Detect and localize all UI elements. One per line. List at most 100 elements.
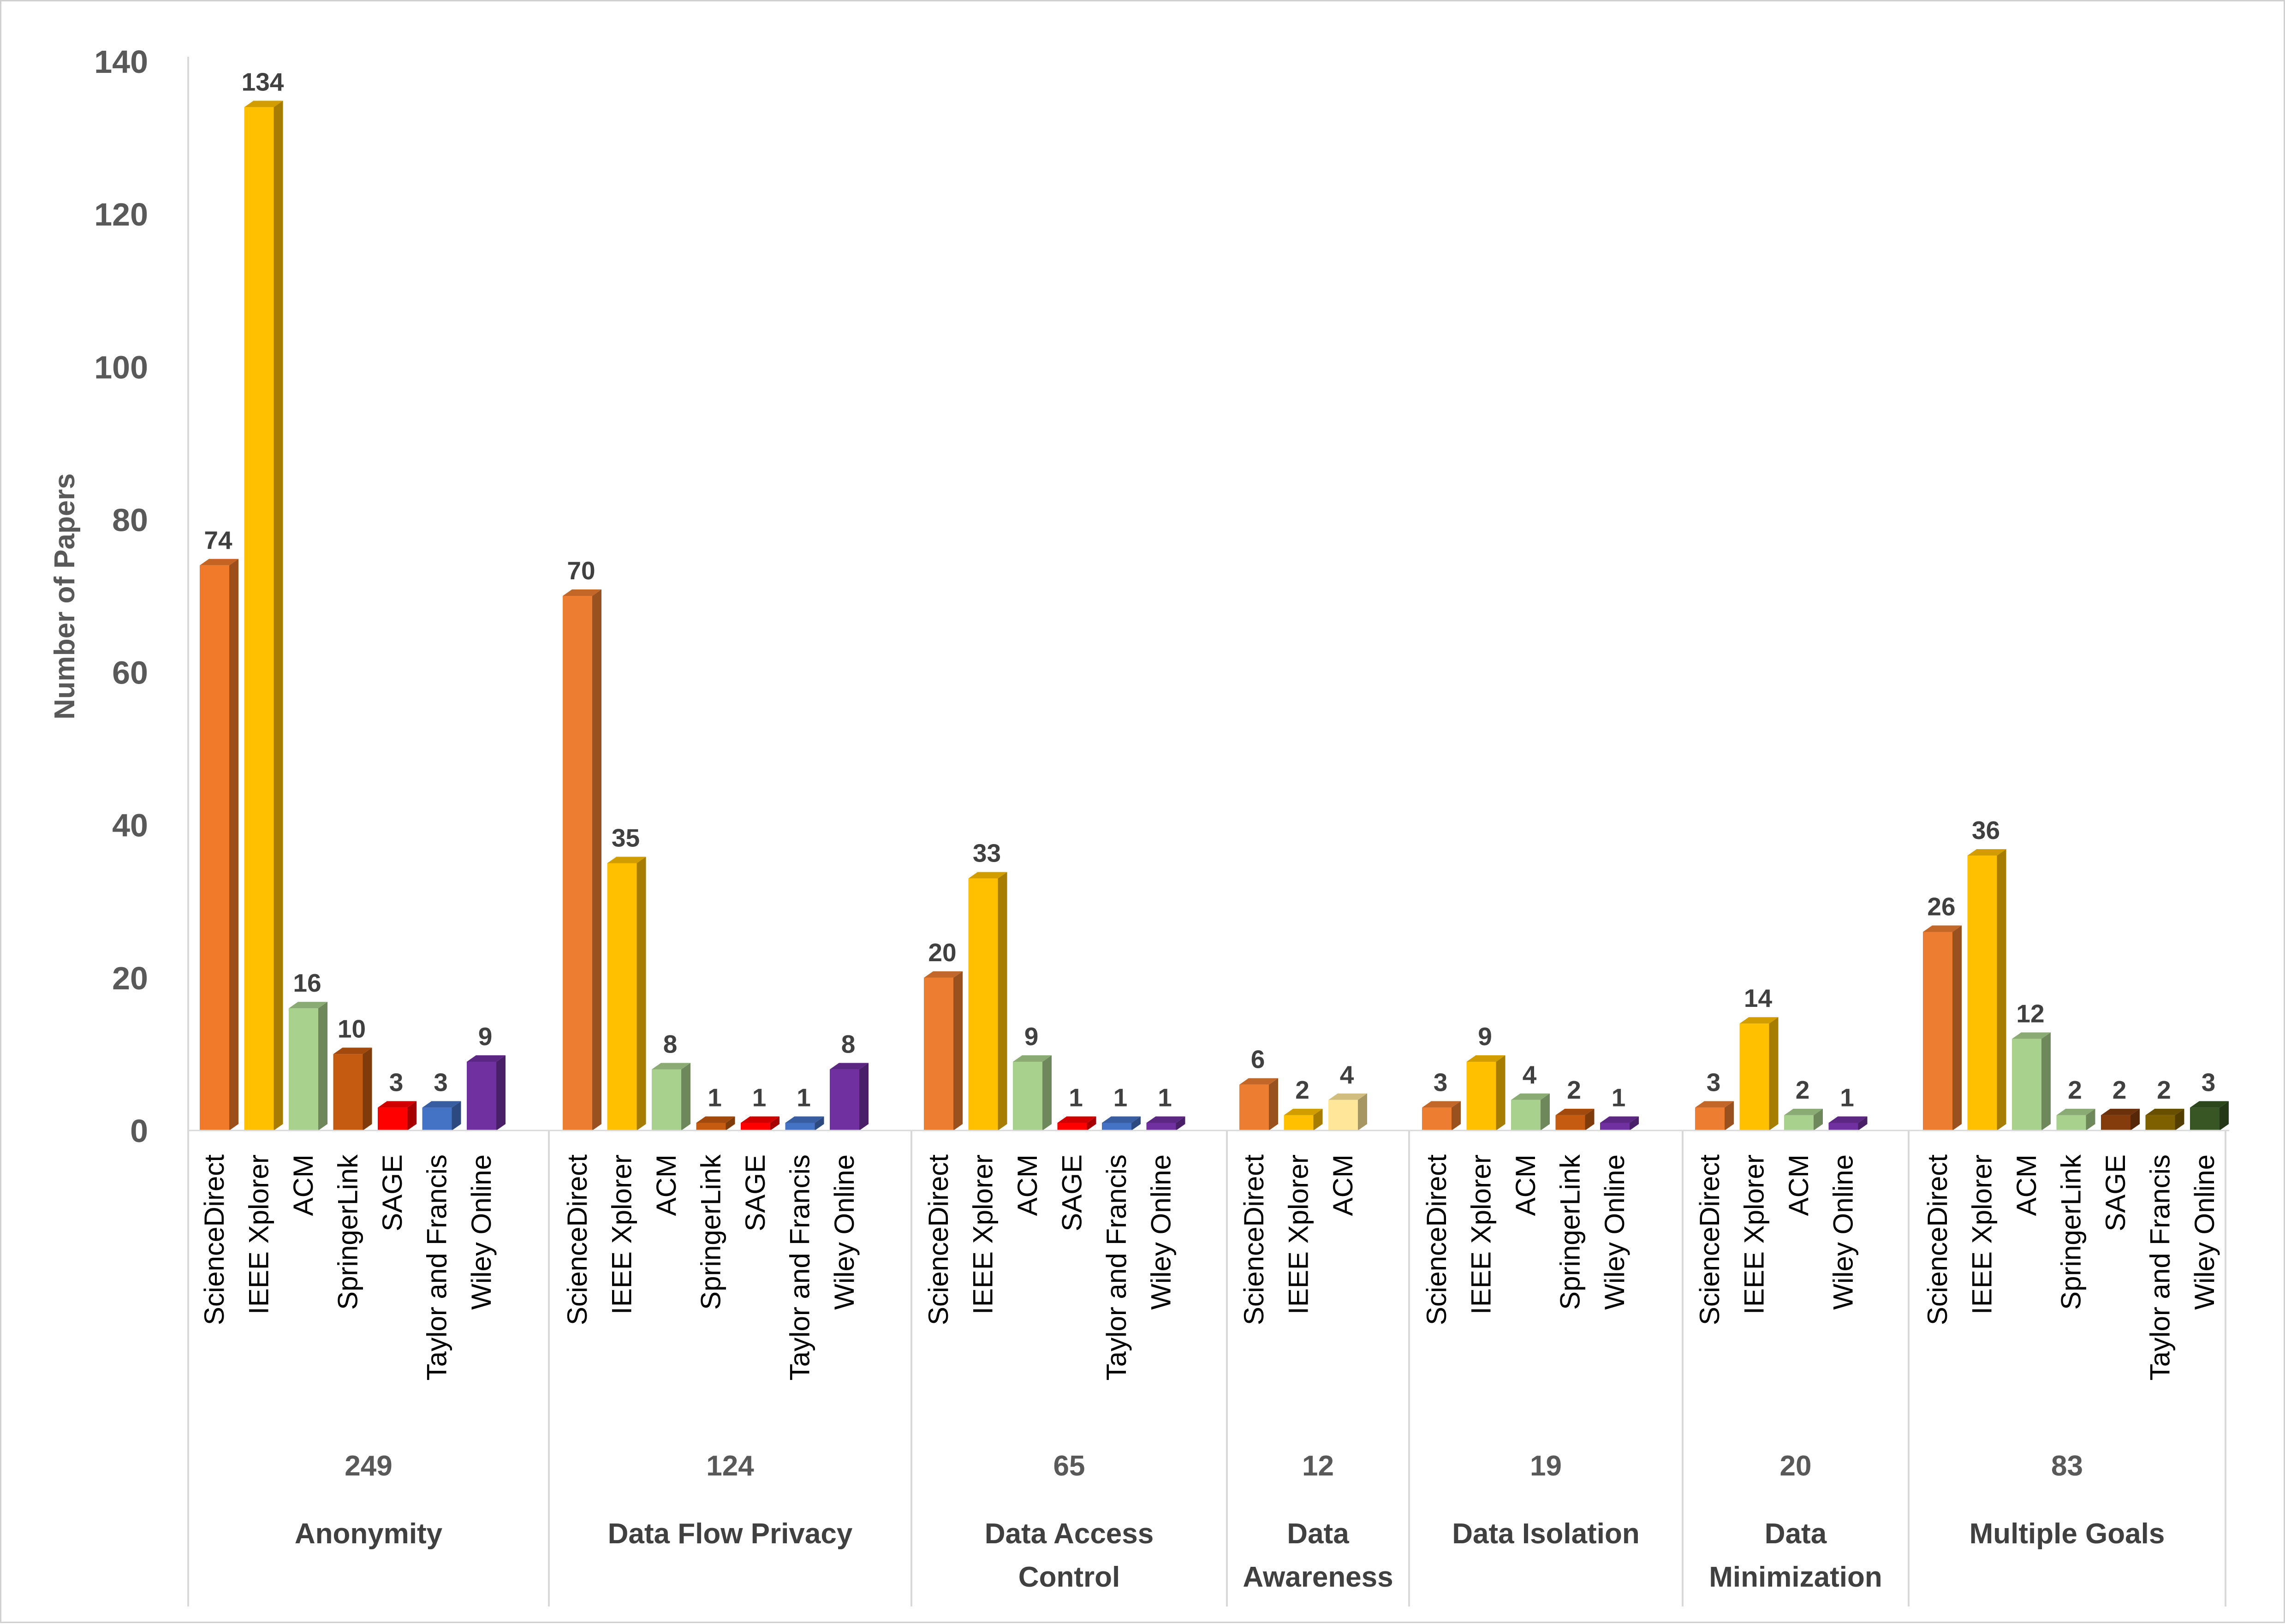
bar-data-access-control-ieee-xplorer: 33 (968, 839, 1007, 1130)
bar-front (467, 1061, 496, 1130)
data-label: 2 (2157, 1076, 2171, 1104)
bar-top (378, 1101, 417, 1108)
data-label: 3 (389, 1068, 404, 1096)
category-label: ACM (1510, 1154, 1541, 1216)
data-label: 4 (1523, 1060, 1537, 1089)
group-name-line: Minimization (1709, 1561, 1882, 1593)
bar-front (1013, 1061, 1042, 1130)
bar-front (2101, 1115, 2130, 1130)
category-label: IEEE Xplorer (607, 1154, 637, 1315)
bar-top (2101, 1108, 2140, 1115)
group-name-line: Data Isolation (1452, 1518, 1640, 1550)
bar-multiple-goals-sciencedirect: 26 (1923, 892, 1962, 1130)
bar-data-flow-privacy-sciencedirect: 70 (563, 556, 601, 1130)
group-name-line: Anonymity (295, 1518, 443, 1550)
bar-side (2220, 1101, 2229, 1130)
bar-side (2041, 1032, 2051, 1130)
bar-data-access-control-acm: 9 (1013, 1022, 1052, 1130)
group-total-data-awareness: 12 (1302, 1450, 1334, 1482)
bar-front (422, 1107, 452, 1130)
bar-side (496, 1055, 506, 1130)
group-name-line: Data (1287, 1518, 1349, 1550)
bar-side (1176, 1116, 1185, 1130)
data-label: 1 (1158, 1083, 1172, 1112)
category-label: ACM (1012, 1154, 1043, 1216)
bar-top (741, 1116, 780, 1123)
group-name-data-awareness: Data Awareness (1243, 1518, 1393, 1593)
data-label: 1 (1840, 1083, 1854, 1112)
bar-top (607, 857, 646, 863)
bar-front (563, 596, 592, 1130)
bar-top (785, 1116, 824, 1123)
bar-data-awareness-acm: 4 (1328, 1060, 1367, 1130)
bar-top (333, 1047, 372, 1054)
bar-front (1695, 1107, 1725, 1130)
bar-front (1328, 1100, 1358, 1130)
bar-side (229, 559, 238, 1130)
bar-side (2086, 1108, 2095, 1130)
bar-data-flow-privacy-springerlink: 1 (696, 1083, 735, 1130)
y-tick-label: 20 (112, 960, 148, 996)
bar-front (2056, 1115, 2086, 1130)
data-label: 2 (2068, 1076, 2082, 1104)
bar-side (859, 1063, 869, 1130)
bar-data-isolation-wiley-online: 1 (1600, 1083, 1639, 1130)
y-tick-label: 40 (112, 808, 148, 844)
data-label: 1 (1612, 1083, 1626, 1112)
bar-group-data-awareness: 6 2 4 (1239, 1045, 1367, 1130)
bar-front (1239, 1084, 1269, 1130)
bar-side (998, 872, 1007, 1130)
bar-front (2145, 1115, 2175, 1130)
data-label: 3 (1434, 1068, 1448, 1096)
data-label: 9 (1024, 1022, 1039, 1051)
data-label: 10 (338, 1014, 366, 1043)
bar-side (318, 1002, 327, 1130)
bar-data-minimization-acm: 2 (1784, 1076, 1823, 1130)
bar-side (1042, 1055, 1052, 1130)
category-label: ScienceDirect (199, 1154, 230, 1325)
bar-multiple-goals-ieee-xplorer: 36 (1967, 816, 2006, 1130)
category-label: Wiley Online (1599, 1154, 1630, 1310)
category-label: ScienceDirect (562, 1154, 593, 1325)
y-axis: 0 20 40 60 80 100 120 140 Number of Papers (49, 44, 189, 1606)
bar-multiple-goals-wiley-online: 3 (2190, 1068, 2229, 1130)
bar-top (1284, 1108, 1323, 1115)
bar-side (1087, 1116, 1096, 1130)
bar-front (968, 878, 998, 1130)
bar-top (1422, 1101, 1461, 1108)
bar-data-flow-privacy-taylor-and-francis: 1 (785, 1083, 824, 1130)
bar-multiple-goals-sage: 2 (2101, 1076, 2140, 1130)
bar-side (1313, 1108, 1323, 1130)
y-tick-label: 0 (130, 1113, 148, 1149)
bar-front (244, 107, 274, 1131)
y-tick-label: 80 (112, 502, 148, 538)
category-label: ACM (1327, 1154, 1358, 1216)
bar-top (1328, 1093, 1367, 1100)
bar-anonymity-sage: 3 (378, 1068, 417, 1130)
group-name-data-minimization: Data Minimization (1709, 1518, 1882, 1593)
data-label: 74 (204, 526, 232, 554)
bar-data-access-control-sciencedirect: 20 (924, 938, 963, 1130)
bar-group-data-isolation: 3 9 4 2 1 (1422, 1022, 1639, 1130)
bar-front (200, 565, 229, 1130)
bar-top (1695, 1101, 1734, 1108)
bar-top (1102, 1116, 1141, 1123)
data-label: 3 (1707, 1068, 1721, 1096)
category-label: SAGE (1057, 1154, 1088, 1231)
bar-front (741, 1123, 770, 1130)
bar-front (607, 863, 637, 1130)
bar-data-minimization-sciencedirect: 3 (1695, 1068, 1734, 1130)
bar-front (1422, 1107, 1452, 1130)
bar-side (1131, 1116, 1141, 1130)
bar-data-flow-privacy-acm: 8 (652, 1030, 690, 1130)
data-label: 9 (1478, 1022, 1492, 1051)
category-label: SpringerLink (1555, 1154, 1586, 1310)
group-name-line: Control (1018, 1561, 1120, 1593)
bar-top (968, 872, 1007, 879)
data-label: 26 (1927, 892, 1955, 921)
group-name-data-flow-privacy: Data Flow Privacy (608, 1518, 853, 1550)
bar-front (378, 1107, 407, 1130)
group-name-multiple-goals: Multiple Goals (1970, 1518, 2165, 1550)
category-label: ScienceDirect (1922, 1154, 1953, 1325)
bar-front (289, 1008, 318, 1130)
